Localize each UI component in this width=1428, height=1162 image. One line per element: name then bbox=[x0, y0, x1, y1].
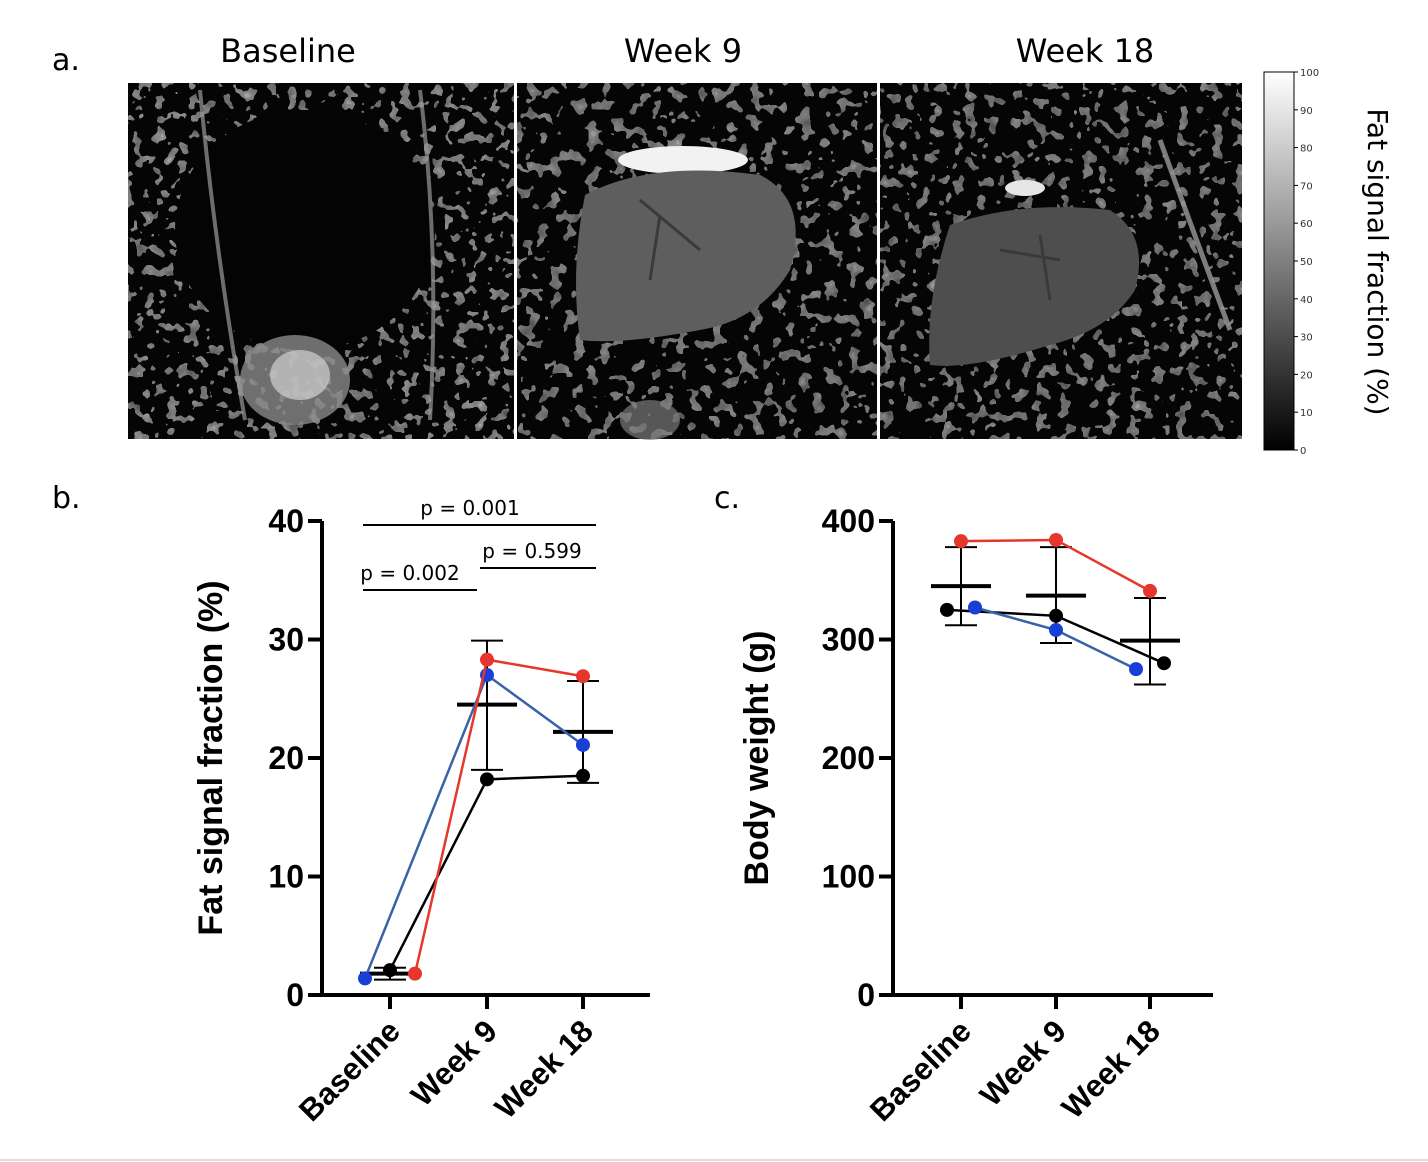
y-tick-label: 200 bbox=[822, 740, 875, 776]
colorbar-tick-label: 10 bbox=[1300, 408, 1313, 419]
colorbar-tick-label: 20 bbox=[1300, 370, 1313, 381]
data-point-black bbox=[576, 768, 590, 783]
colorbar-tick-label: 30 bbox=[1300, 333, 1313, 344]
image-title-week18: Week 18 bbox=[1016, 32, 1155, 70]
x-tick-label: Week 18 bbox=[1055, 1013, 1167, 1125]
colorbar-tick-label: 90 bbox=[1300, 106, 1313, 117]
colorbar-tick-label: 60 bbox=[1300, 219, 1313, 230]
y-axis-title: Body weight (g) bbox=[738, 631, 776, 886]
colorbar-tick-label: 0 bbox=[1300, 446, 1306, 457]
colorbar-tick-label: 80 bbox=[1300, 144, 1313, 155]
data-point-red bbox=[954, 534, 968, 549]
colorbar-title: Fat signal fraction (%) bbox=[1361, 108, 1394, 415]
data-point-black bbox=[480, 772, 494, 787]
x-tick-label: Week 18 bbox=[488, 1013, 600, 1125]
colorbar-tick-label: 50 bbox=[1300, 257, 1313, 268]
data-point-red bbox=[1143, 583, 1157, 598]
x-tick-label: Baseline bbox=[863, 1013, 978, 1128]
y-tick-label: 0 bbox=[857, 977, 875, 1013]
colorbar-tick-label: 100 bbox=[1300, 68, 1319, 79]
y-tick-label: 100 bbox=[822, 859, 875, 895]
image-title-baseline: Baseline bbox=[220, 32, 356, 70]
mri-image-week9 bbox=[517, 83, 877, 440]
colorbar-tick-label: 70 bbox=[1300, 181, 1313, 192]
data-point-red bbox=[576, 669, 590, 684]
data-point-black bbox=[940, 602, 954, 617]
significance-label: p = 0.599 bbox=[482, 539, 581, 563]
image-title-week9: Week 9 bbox=[624, 32, 742, 70]
significance-label: p = 0.002 bbox=[360, 561, 459, 585]
y-tick-label: 40 bbox=[268, 503, 304, 539]
y-tick-label: 30 bbox=[268, 622, 304, 658]
data-point-red bbox=[408, 966, 422, 981]
panel-c-label: c. bbox=[714, 481, 740, 516]
chart-fat-signal-fraction: 0 10 20 30 40 Fat signal fraction (%) Baseline… bbox=[192, 496, 650, 1128]
mri-image-baseline bbox=[128, 83, 514, 439]
series-line-red bbox=[413, 658, 584, 974]
x-tick-label: Baseline bbox=[292, 1013, 407, 1128]
data-point-black bbox=[1049, 608, 1063, 623]
y-tick-label: 10 bbox=[268, 859, 304, 895]
mri-image-week18 bbox=[880, 83, 1242, 439]
data-point-blue bbox=[576, 737, 590, 752]
panel-b-label: b. bbox=[52, 481, 81, 516]
data-point-blue bbox=[1129, 662, 1143, 677]
data-point-blue bbox=[968, 600, 982, 615]
data-point-blue bbox=[1049, 623, 1063, 638]
colorbar-tick-label: 40 bbox=[1300, 295, 1313, 306]
panel-a-label: a. bbox=[52, 43, 80, 78]
data-point-red bbox=[1049, 532, 1063, 547]
y-tick-label: 0 bbox=[286, 977, 304, 1013]
data-point-black bbox=[383, 963, 397, 978]
data-point-blue bbox=[358, 971, 372, 986]
series-line-black bbox=[388, 774, 584, 971]
y-tick-label: 20 bbox=[268, 740, 304, 776]
significance-label: p = 0.001 bbox=[420, 496, 519, 520]
y-axis-title: Fat signal fraction (%) bbox=[192, 580, 230, 935]
y-tick-label: 400 bbox=[822, 503, 875, 539]
y-tick-label: 300 bbox=[822, 622, 875, 658]
chart-body-weight: 0 100 200 300 400 Body weight (g) Baseline Week… bbox=[738, 503, 1213, 1128]
data-point-red bbox=[480, 652, 494, 667]
data-point-black bbox=[1157, 656, 1171, 671]
